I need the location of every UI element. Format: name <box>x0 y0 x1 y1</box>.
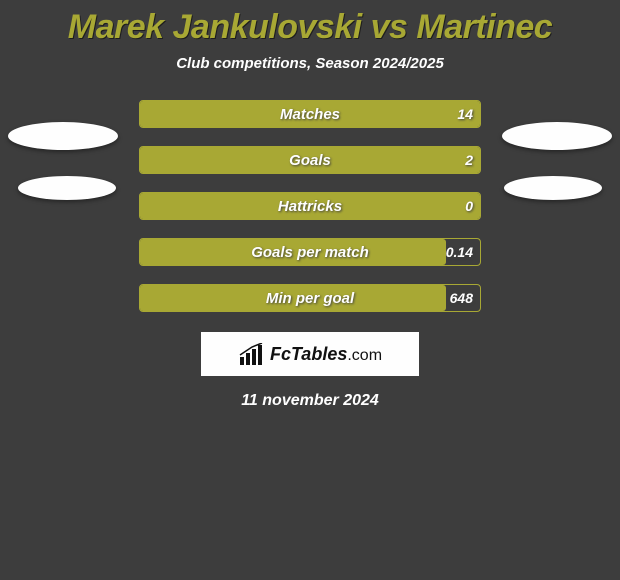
bar-value: 2 <box>465 146 473 174</box>
bar-value: 0.14 <box>446 238 473 266</box>
stat-row: Matches14 <box>139 100 481 128</box>
title-text: Marek Jankulovski vs Martinec <box>68 8 552 46</box>
bar-value: 0 <box>465 192 473 220</box>
badge-suffix: .com <box>347 347 382 365</box>
stat-row: Min per goal648 <box>139 284 481 312</box>
bar-label: Hattricks <box>139 192 481 220</box>
date-stamp: 11 november 2024 <box>0 392 620 410</box>
bar-label: Goals <box>139 146 481 174</box>
badge-main: Tables <box>291 344 347 365</box>
page-title: Marek Jankulovski vs Martinec <box>0 0 620 51</box>
bar-value: 14 <box>457 100 473 128</box>
bar-value: 648 <box>450 284 473 312</box>
badge-text: FcTables.com <box>270 344 382 365</box>
fctables-badge: FcTables.com <box>201 332 419 376</box>
stat-row: Goals per match0.14 <box>139 238 481 266</box>
bar-label: Min per goal <box>139 284 481 312</box>
badge-prefix: Fc <box>270 344 291 365</box>
bar-label: Matches <box>139 100 481 128</box>
stat-row: Goals2 <box>139 146 481 174</box>
stat-row: Hattricks0 <box>139 192 481 220</box>
bar-chart-icon <box>238 343 266 365</box>
bar-label: Goals per match <box>139 238 481 266</box>
subtitle: Club competitions, Season 2024/2025 <box>0 55 620 72</box>
stats-chart: Matches14 Goals2 Hattricks0 Goals per match… <box>0 100 620 312</box>
